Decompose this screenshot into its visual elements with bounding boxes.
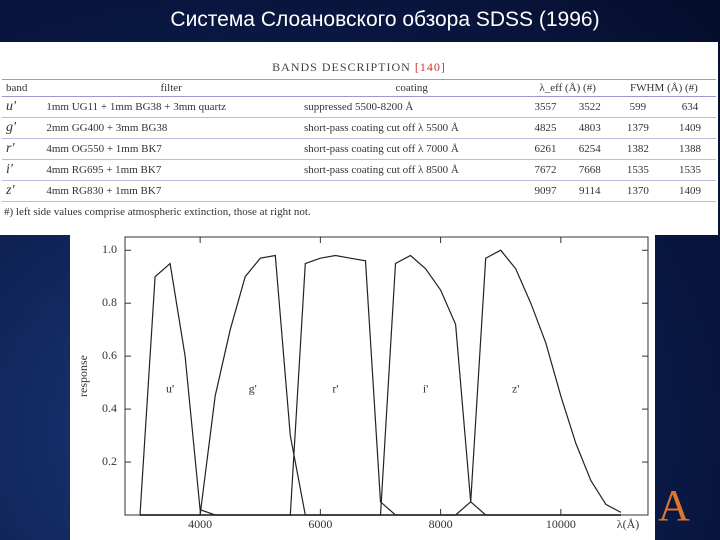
table-cell: 1409 [663,117,716,139]
table-cell: short-pass coating cut off λ 5500 Å [299,117,524,139]
header-cell: band [2,79,43,97]
table-cell: 4825 [523,117,568,139]
table-row: z' 4mm RG830 + 1mm BK7 9097 9114 1370 1409 [2,180,716,202]
x-axis-label: λ(Å) [617,517,639,531]
table-cell: 9114 [567,180,612,202]
table-cell: 3557 [523,96,568,118]
table-cell: 1388 [663,138,716,160]
y-tick-label: 0.6 [102,348,117,362]
table: band filter coating λ_eff (Å) (#) FWHM (Å) (… [2,79,716,202]
header-cell: filter [42,79,300,97]
x-tick-label: 10000 [546,517,576,531]
header-cell: FWHM (Å) (#) [611,79,716,97]
table-row: u' 1mm UG11 + 1mm BG38 + 3mm quartz suppre… [2,96,716,118]
band-cell: u' [2,96,43,118]
table-cell: 7668 [567,159,612,181]
band-label: g' [249,382,257,396]
slide-title: Система Слоановского обзора SDSS (1996) [170,8,600,31]
caption-ref: [140] [414,60,446,74]
table-cell: 1379 [611,117,664,139]
table-cell: 4mm RG830 + 1mm BK7 [42,180,300,202]
table-row: r' 4mm OG550 + 1mm BK7 short-pass coating … [2,138,716,160]
band-cell: z' [2,180,43,202]
y-axis-label: response [76,355,90,397]
table-cell: 2mm GG400 + 3mm BG38 [42,117,300,139]
band-cell: g' [2,117,43,139]
table-cell: 6261 [523,138,568,160]
table-row: g' 2mm GG400 + 3mm BG38 short-pass coating… [2,117,716,139]
table-cell: suppressed 5500-8200 Å [299,96,524,118]
table-cell: 6254 [567,138,612,160]
logo: A [658,481,690,530]
header-cell: coating [299,79,524,97]
band-label: z' [512,382,520,396]
table-cell: 1382 [611,138,664,160]
y-tick-label: 0.2 [102,454,117,468]
band-cell: r' [2,138,43,160]
response-curve [140,254,621,516]
header-cell: λ_eff (Å) (#) [523,79,612,97]
table-cell: 1mm UG11 + 1mm BG38 + 3mm quartz [42,96,300,118]
table-cell [299,180,524,202]
header-row: band filter coating λ_eff (Å) (#) FWHM (Å) (… [2,79,716,97]
x-tick-label: 6000 [308,517,332,531]
y-tick-label: 1.0 [102,242,117,256]
response-curve [140,254,621,516]
band-cell: i' [2,159,43,181]
band-label: r' [332,382,338,396]
table-cell: 7672 [523,159,568,181]
table-cell: 1409 [663,180,716,202]
x-tick-label: 8000 [429,517,453,531]
table-cell: 9097 [523,180,568,202]
y-tick-label: 0.4 [102,401,117,415]
band-label: i' [423,382,429,396]
table-cell: 1535 [611,159,664,181]
table-cell: 599 [611,96,664,118]
table-cell: 4mm OG550 + 1mm BK7 [42,138,300,160]
table-cell: short-pass coating cut off λ 8500 Å [299,159,524,181]
table-cell: 634 [663,96,716,118]
bands-table: BANDS DESCRIPTION [140] band filter coatin… [0,42,718,235]
response-curve [139,262,621,516]
band-label: u' [166,382,174,396]
table-cell: 1370 [611,180,664,202]
table-cell: 1535 [663,159,716,181]
table-cell: 3522 [567,96,612,118]
y-tick-label: 0.8 [102,295,117,309]
chart: 0.2 0.4 0.6 0.8 1.0 4000 6000 8000 10000 λ(Å) resp… [70,235,655,540]
table-cell: 4803 [567,117,612,139]
table-cell: 4mm RG695 + 1mm BK7 [42,159,300,181]
table-row: i' 4mm RG695 + 1mm BK7 short-pass coating … [2,159,716,181]
footnote: #) left side values comprise atmospheric… [4,206,311,218]
x-tick-label: 4000 [188,517,212,531]
table-caption: BANDS DESCRIPTION [140] [0,42,718,79]
plot-frame [124,236,649,516]
table-cell: short-pass coating cut off λ 7000 Å [299,138,524,160]
table-body: u' 1mm UG11 + 1mm BG38 + 3mm quartz suppre… [2,96,716,202]
caption-text: BANDS DESCRIPTION [272,60,411,74]
response-curve [140,249,622,516]
response-curve [140,254,621,516]
